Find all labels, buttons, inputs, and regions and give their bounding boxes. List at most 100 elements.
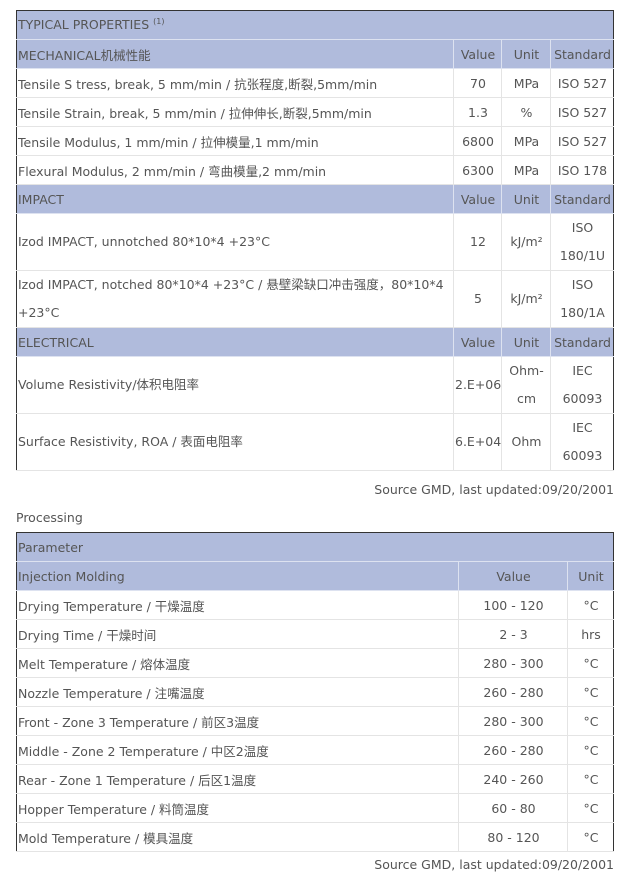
- unit-header: Unit: [501, 184, 551, 214]
- parameter-name: Nozzle Temperature / 注嘴温度: [16, 677, 459, 707]
- property-value: 5: [453, 270, 502, 328]
- parameter-value: 80 - 120: [458, 822, 568, 852]
- section-header: ELECTRICAL: [16, 327, 454, 357]
- property-unit: MPa: [501, 68, 551, 98]
- parameter-value: 240 - 260: [458, 764, 568, 794]
- mechanical-header-row: MECHANICAL机械性能 Value Unit Standard: [16, 39, 614, 69]
- parameter-name: Front - Zone 3 Temperature / 前区3温度: [16, 706, 459, 736]
- parameter-name: Middle - Zone 2 Temperature / 中区2温度: [16, 735, 459, 765]
- parameter-unit: °C: [567, 706, 614, 736]
- section-header: MECHANICAL机械性能: [16, 39, 454, 69]
- property-name: Volume Resistivity/体积电阻率: [16, 356, 454, 414]
- property-value: 1.3: [453, 97, 502, 127]
- parameter-value: 260 - 280: [458, 735, 568, 765]
- table-title-row: TYPICAL PROPERTIES (1): [16, 10, 614, 40]
- table-row: Drying Temperature / 干燥温度 100 - 120 °C: [16, 590, 614, 620]
- standard-header: Standard: [550, 184, 614, 214]
- table-row: Mold Temperature / 模具温度 80 - 120 °C: [16, 822, 614, 852]
- table-row: Nozzle Temperature / 注嘴温度 260 - 280 °C: [16, 677, 614, 707]
- processing-table: Parameter Injection Molding Value Unit Dry…: [16, 532, 614, 852]
- parameter-name: Drying Temperature / 干燥温度: [16, 590, 459, 620]
- property-value: 12: [453, 213, 502, 271]
- table-row: Tensile S tress, break, 5 mm/min / 抗张程度,…: [16, 68, 614, 98]
- unit-header: Unit: [567, 561, 614, 591]
- value-header: Value: [453, 39, 502, 69]
- unit-header: Unit: [501, 327, 551, 357]
- typical-properties-table: TYPICAL PROPERTIES (1) MECHANICAL机械性能 Val…: [16, 10, 614, 471]
- electrical-header-row: ELECTRICAL Value Unit Standard: [16, 327, 614, 357]
- parameter-header-row: Parameter: [16, 532, 614, 562]
- parameter-name: Rear - Zone 1 Temperature / 后区1温度: [16, 764, 459, 794]
- table-row: Volume Resistivity/体积电阻率 2.E+06 Ohm-cm IEC …: [16, 356, 614, 414]
- table-row: Rear - Zone 1 Temperature / 后区1温度 240 - 2…: [16, 764, 614, 794]
- property-standard: ISO 178: [550, 155, 614, 185]
- section-header: Injection Molding: [16, 561, 459, 591]
- injection-molding-header-row: Injection Molding Value Unit: [16, 561, 614, 591]
- parameter-unit: °C: [567, 648, 614, 678]
- processing-source-note: Source GMD, last updated:09/20/2001: [374, 857, 614, 872]
- property-name: Izod IMPACT, notched 80*10*4 +23°C / 悬壁梁…: [16, 270, 454, 328]
- parameter-name: Mold Temperature / 模具温度: [16, 822, 459, 852]
- footnote-marker: (1): [153, 17, 165, 27]
- property-standard: ISO 527: [550, 97, 614, 127]
- parameter-value: 260 - 280: [458, 677, 568, 707]
- parameter-value: 100 - 120: [458, 590, 568, 620]
- parameter-name: Drying Time / 干燥时间: [16, 619, 459, 649]
- property-value: 6300: [453, 155, 502, 185]
- table-row: Front - Zone 3 Temperature / 前区3温度 280 - …: [16, 706, 614, 736]
- table-row: Tensile Strain, break, 5 mm/min / 拉伸伸长,断…: [16, 97, 614, 127]
- property-name: Flexural Modulus, 2 mm/min / 弯曲模量,2 mm/m…: [16, 155, 454, 185]
- parameter-value: 2 - 3: [458, 619, 568, 649]
- property-unit: kJ/m²: [501, 213, 551, 271]
- parameter-unit: hrs: [567, 619, 614, 649]
- parameter-unit: °C: [567, 793, 614, 823]
- table-row: Flexural Modulus, 2 mm/min / 弯曲模量,2 mm/m…: [16, 155, 614, 185]
- property-name: Tensile Strain, break, 5 mm/min / 拉伸伸长,断…: [16, 97, 454, 127]
- property-unit: MPa: [501, 155, 551, 185]
- parameter-unit: °C: [567, 764, 614, 794]
- property-value: 6800: [453, 126, 502, 156]
- property-value: 2.E+06: [453, 356, 502, 414]
- property-standard: IEC 60093: [550, 413, 614, 471]
- property-name: Tensile Modulus, 1 mm/min / 拉伸模量,1 mm/mi…: [16, 126, 454, 156]
- parameter-unit: °C: [567, 677, 614, 707]
- unit-header: Unit: [501, 39, 551, 69]
- property-standard: ISO 180/1A: [550, 270, 614, 328]
- source-note: Source GMD, last updated:09/20/2001: [374, 482, 614, 497]
- property-unit: Ohm: [501, 413, 551, 471]
- table-row: Melt Temperature / 熔体温度 280 - 300 °C: [16, 648, 614, 678]
- property-unit: MPa: [501, 126, 551, 156]
- property-standard: ISO 527: [550, 126, 614, 156]
- table-row: Izod IMPACT, unnotched 80*10*4 +23°C 12 kJ…: [16, 213, 614, 271]
- value-header: Value: [458, 561, 568, 591]
- property-unit: kJ/m²: [501, 270, 551, 328]
- value-header: Value: [453, 184, 502, 214]
- table-row: Middle - Zone 2 Temperature / 中区2温度 260 -…: [16, 735, 614, 765]
- table-title: TYPICAL PROPERTIES: [18, 17, 150, 33]
- property-standard: ISO 180/1U: [550, 213, 614, 271]
- table-row: Izod IMPACT, notched 80*10*4 +23°C / 悬壁梁…: [16, 270, 614, 328]
- property-unit: Ohm-cm: [501, 356, 551, 414]
- parameter-name: Hopper Temperature / 料筒温度: [16, 793, 459, 823]
- property-value: 6.E+04: [453, 413, 502, 471]
- standard-header: Standard: [550, 327, 614, 357]
- parameter-value: 60 - 80: [458, 793, 568, 823]
- parameter-unit: °C: [567, 735, 614, 765]
- table-row: Hopper Temperature / 料筒温度 60 - 80 °C: [16, 793, 614, 823]
- property-unit: %: [501, 97, 551, 127]
- property-value: 70: [453, 68, 502, 98]
- parameter-header: Parameter: [16, 532, 614, 562]
- parameter-unit: °C: [567, 822, 614, 852]
- property-standard: ISO 527: [550, 68, 614, 98]
- parameter-name: Melt Temperature / 熔体温度: [16, 648, 459, 678]
- parameter-unit: °C: [567, 590, 614, 620]
- table-row: Surface Resistivity, ROA / 表面电阻率 6.E+04 Oh…: [16, 413, 614, 471]
- property-standard: IEC 60093: [550, 356, 614, 414]
- impact-header-row: IMPACT Value Unit Standard: [16, 184, 614, 214]
- table-row: Drying Time / 干燥时间 2 - 3 hrs: [16, 619, 614, 649]
- standard-header: Standard: [550, 39, 614, 69]
- property-name: Izod IMPACT, unnotched 80*10*4 +23°C: [16, 213, 454, 271]
- parameter-value: 280 - 300: [458, 648, 568, 678]
- value-header: Value: [453, 327, 502, 357]
- table-row: Tensile Modulus, 1 mm/min / 拉伸模量,1 mm/mi…: [16, 126, 614, 156]
